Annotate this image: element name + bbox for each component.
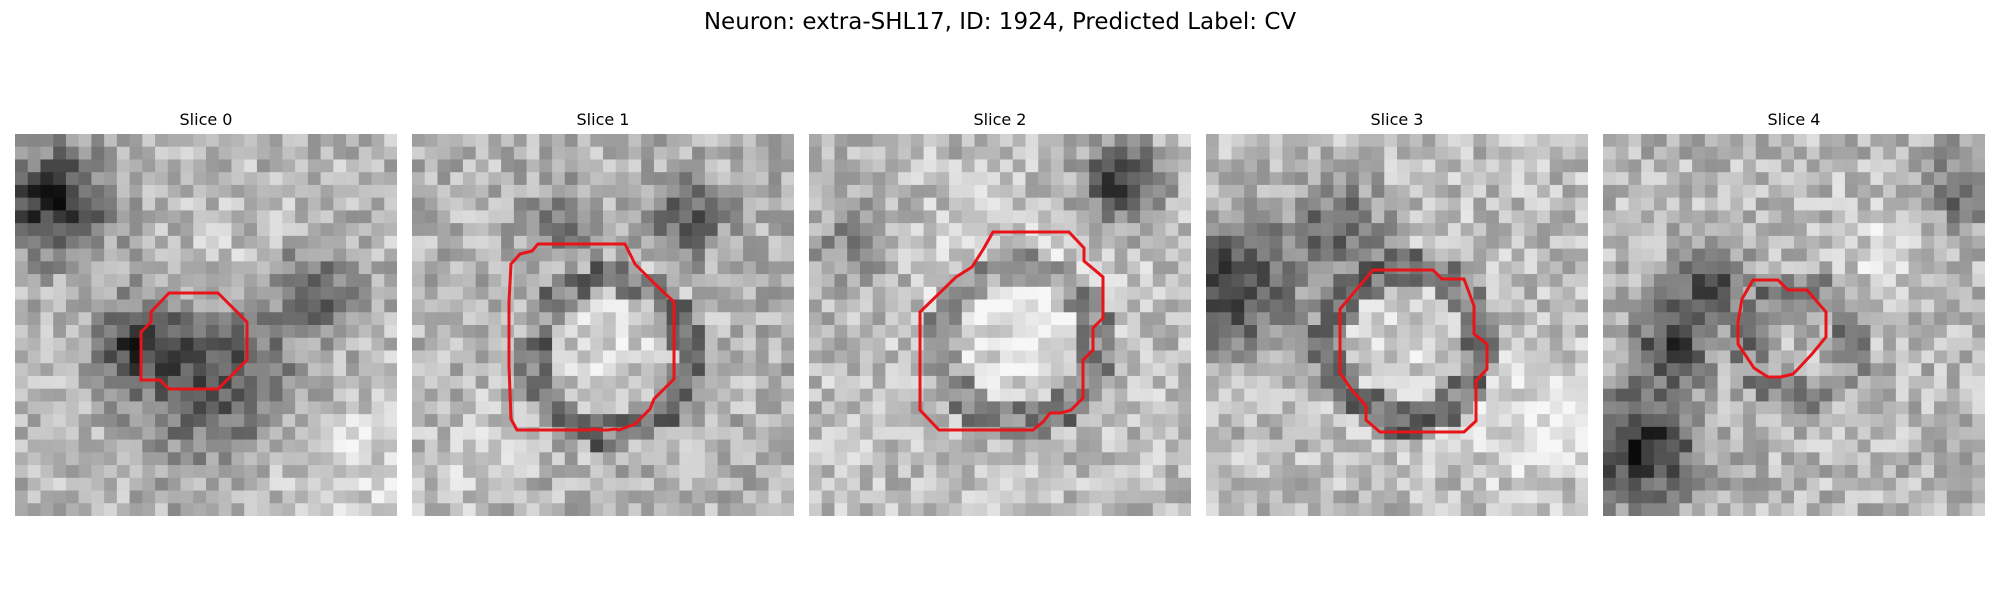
slice-panel-0: Slice 0 <box>15 110 397 516</box>
slice-title: Slice 3 <box>1370 110 1424 129</box>
slice-panel-3: Slice 3 <box>1206 110 1588 516</box>
slice-title: Slice 1 <box>576 110 630 129</box>
segmentation-contour <box>139 291 249 391</box>
slice-panel-1: Slice 1 <box>412 110 794 516</box>
slice-title: Slice 2 <box>973 110 1027 129</box>
slice-panel-2: Slice 2 <box>809 110 1191 516</box>
slice-title: Slice 4 <box>1767 110 1821 129</box>
figure-title: Neuron: extra-SHL17, ID: 1924, Predicted… <box>703 9 1297 35</box>
segmentation-contour <box>507 242 676 432</box>
segmentation-contour <box>1736 278 1828 379</box>
slice-title: Slice 0 <box>179 110 233 129</box>
slice-image-0 <box>15 134 397 516</box>
slice-image-4 <box>1603 134 1985 516</box>
segmentation-contour <box>1338 268 1489 434</box>
slice-panel-4: Slice 4 <box>1603 110 1985 516</box>
slice-image-1 <box>412 134 794 516</box>
segmentation-contour <box>918 230 1105 432</box>
slice-image-2 <box>809 134 1191 516</box>
slice-image-3 <box>1206 134 1588 516</box>
